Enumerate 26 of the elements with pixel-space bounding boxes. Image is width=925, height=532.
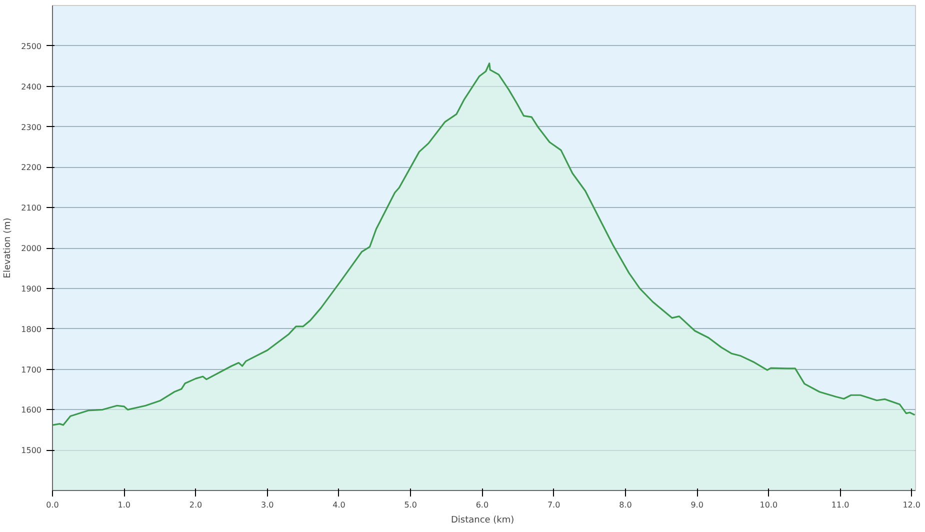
x-tick-label: 5.0 (404, 500, 417, 510)
x-tick-label: 12.0 (902, 500, 920, 510)
y-tick-label: 1500 (21, 446, 42, 456)
x-tick-label: 4.0 (332, 500, 346, 510)
y-tick-label: 2000 (21, 244, 42, 253)
x-tick-label: 8.0 (619, 500, 632, 510)
x-tick-label: 7.0 (547, 500, 560, 510)
x-tick-label: 2.0 (189, 500, 202, 510)
x-tick-label: 3.0 (260, 500, 274, 510)
x-axis-title: Distance (km) (450, 516, 514, 526)
y-tick-label: 2200 (21, 163, 42, 172)
y-tick-label: 1600 (21, 406, 42, 415)
y-tick-label: 1900 (21, 284, 42, 294)
y-tick-label: 1700 (21, 365, 42, 374)
y-tick-label: 1800 (21, 324, 42, 334)
x-tick-label: 1.0 (118, 500, 130, 510)
x-tick-label: 10.0 (760, 500, 778, 510)
y-tick-label: 2100 (21, 204, 42, 213)
y-tick-label: 2500 (21, 42, 42, 51)
x-tick-label: 11.0 (831, 500, 850, 510)
x-tick-label: 6.0 (476, 500, 489, 510)
y-tick-label: 2400 (21, 82, 42, 92)
y-tick-label: 2300 (21, 122, 42, 132)
y-axis-title: Elevation (m) (3, 218, 14, 278)
x-tick-label: 9.0 (690, 500, 704, 510)
x-tick-label: 0.0 (46, 500, 59, 510)
